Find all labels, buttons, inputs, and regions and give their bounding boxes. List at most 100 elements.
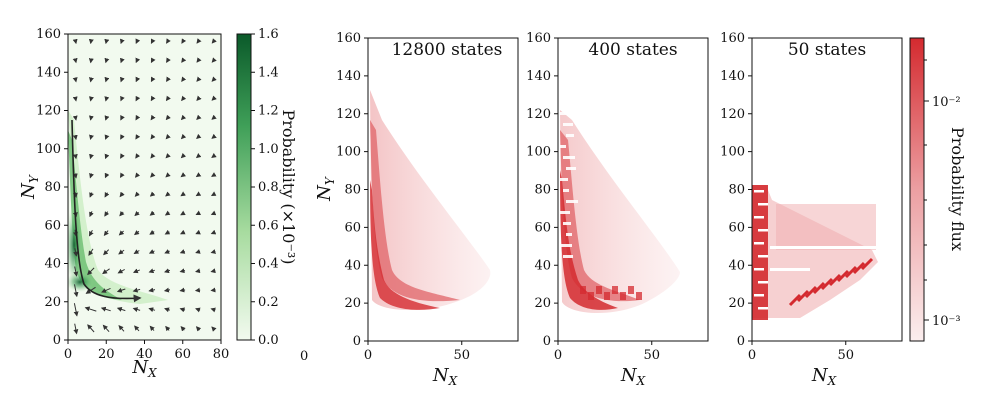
panel-c-title: 400 states bbox=[588, 40, 677, 60]
flux-arrow bbox=[104, 153, 110, 160]
flux-arrow bbox=[179, 268, 186, 274]
flux-arrow bbox=[195, 268, 201, 274]
flux-arrow bbox=[195, 326, 202, 332]
flux-arrow bbox=[119, 38, 125, 45]
panel-b-xlabel: NX bbox=[432, 365, 458, 388]
flux-arrow bbox=[196, 95, 202, 101]
flux-arrow bbox=[149, 325, 155, 332]
flux-arrow bbox=[179, 307, 186, 313]
x-tick-label: 60 bbox=[174, 347, 191, 362]
flux-arrow bbox=[165, 133, 171, 140]
flux-arrow bbox=[148, 249, 155, 254]
step-gap bbox=[758, 281, 768, 284]
flux-arrow bbox=[165, 325, 171, 332]
y-tick-label: 100 bbox=[720, 145, 745, 160]
y-tick-label: 0 bbox=[737, 334, 745, 349]
flux-arrow bbox=[180, 172, 186, 178]
flux-arrow bbox=[210, 249, 217, 254]
flux-arrow bbox=[101, 287, 111, 293]
flux-arrow bbox=[180, 133, 187, 140]
flux-arrow bbox=[150, 38, 156, 44]
x-tick-label: 0 bbox=[554, 348, 562, 363]
flux-arrow bbox=[211, 172, 217, 177]
flux-arrow bbox=[211, 38, 217, 44]
flux-arrow bbox=[120, 134, 125, 140]
panel-b-title: 12800 states bbox=[392, 40, 503, 60]
colorbar-tick-label: 1.0 bbox=[258, 142, 279, 157]
step-gap bbox=[560, 211, 570, 214]
flux-arrow bbox=[180, 153, 187, 159]
step-gap bbox=[758, 255, 768, 258]
flux-arrow bbox=[73, 284, 79, 298]
flux-arrow bbox=[196, 57, 202, 63]
y-tick-label: 0 bbox=[53, 333, 61, 348]
x-tick-label: 40 bbox=[136, 347, 153, 362]
step-gap bbox=[560, 244, 572, 247]
flux-arrow bbox=[211, 133, 217, 139]
colorbar-tick-label: 0.6 bbox=[258, 218, 279, 233]
y-tick-label: 60 bbox=[344, 220, 361, 235]
y-tick-label: 140 bbox=[720, 69, 745, 84]
step-gap bbox=[754, 294, 764, 297]
flux-arrow bbox=[103, 230, 109, 236]
flux-arrow bbox=[195, 249, 201, 254]
flux-arrow bbox=[181, 76, 187, 83]
step-diagonal bbox=[828, 273, 842, 287]
flux-arrow bbox=[104, 57, 110, 64]
flux-arrow bbox=[119, 210, 125, 217]
flux-arrow bbox=[84, 306, 97, 312]
flux-arrow bbox=[120, 76, 125, 83]
flux-arrow bbox=[104, 191, 110, 198]
flux-arrow bbox=[132, 268, 140, 274]
flux-arrow bbox=[87, 324, 95, 333]
flux-arrow bbox=[89, 77, 94, 83]
y-tick-label: 100 bbox=[526, 145, 551, 160]
step-gap bbox=[566, 233, 572, 236]
flux-12800-panel: 0 50 0 20 40 60 80 100 120 140 160 12800 states NX… bbox=[314, 31, 519, 388]
flux-colorbar bbox=[909, 37, 925, 342]
y-tick-label: 0 bbox=[353, 334, 361, 349]
flux-arrow bbox=[181, 38, 187, 44]
flux-arrow bbox=[194, 287, 201, 293]
flux-50-steps bbox=[754, 190, 876, 310]
colorbar-tick-label: 0.0 bbox=[258, 333, 279, 348]
flux-arrow bbox=[165, 95, 171, 102]
step-block bbox=[580, 286, 586, 294]
step-block bbox=[636, 292, 642, 300]
flux-arrow bbox=[165, 153, 171, 159]
panel-d-title: 50 states bbox=[788, 40, 866, 60]
flux-arrow bbox=[87, 267, 95, 276]
flux-arrow bbox=[103, 249, 110, 256]
x-tick-label: 0 bbox=[748, 348, 756, 363]
y-tick-label: 20 bbox=[534, 296, 551, 311]
flux-arrow bbox=[88, 38, 94, 45]
flux-arrow bbox=[165, 114, 171, 121]
flux-arrow bbox=[135, 134, 141, 140]
flux-arrow bbox=[135, 114, 141, 121]
flux-arrow bbox=[164, 210, 171, 216]
y-tick-label: 160 bbox=[36, 27, 61, 42]
panel-a-ylabel: NY bbox=[18, 174, 41, 200]
panel-a-xlabel: NX bbox=[131, 357, 157, 380]
flux-arrow bbox=[180, 114, 187, 121]
flux-arrow bbox=[88, 58, 94, 64]
step-gap bbox=[754, 216, 764, 219]
y-tick-label: 60 bbox=[534, 220, 551, 235]
flux-arrow bbox=[181, 95, 187, 102]
flux-arrow bbox=[104, 134, 110, 140]
step-gap bbox=[566, 134, 574, 137]
panel-b-ylabel: NY bbox=[314, 176, 337, 202]
flux-arrow bbox=[117, 268, 125, 274]
colorbar-tick-label: 0.2 bbox=[258, 295, 279, 310]
flux-arrow bbox=[180, 229, 186, 235]
flux-colorbar-tick-label: 10⁻³ bbox=[932, 314, 961, 329]
x-tick-label: 20 bbox=[98, 347, 115, 362]
y-tick-label: 120 bbox=[336, 107, 361, 122]
flux-arrow bbox=[118, 230, 125, 236]
flux-arrow bbox=[119, 191, 125, 198]
flux-arrow bbox=[120, 95, 125, 102]
flux-arrow bbox=[89, 211, 94, 218]
y-tick-label: 120 bbox=[720, 107, 745, 122]
panel-c-xlabel: NX bbox=[620, 365, 646, 388]
y-tick-label: 40 bbox=[728, 258, 745, 273]
